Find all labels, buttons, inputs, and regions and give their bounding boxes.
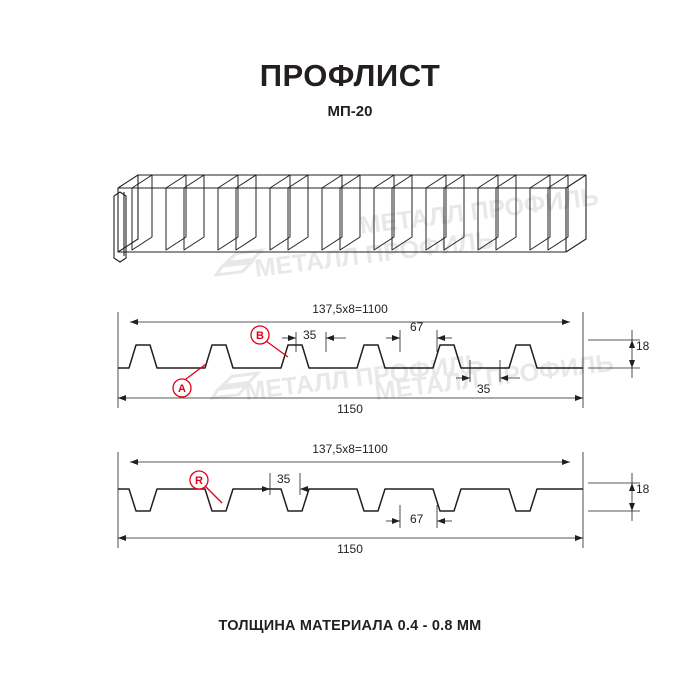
section-a-rib-right-label: 35: [477, 382, 491, 396]
section-a-top-dim-label: 137,5х8=1100: [312, 302, 388, 316]
marker-b-leader: [250, 325, 289, 358]
isometric-sheet: [113, 174, 587, 263]
section-a-dimensions: [117, 312, 640, 408]
section-r-flat-label: 67: [410, 512, 424, 526]
marker-b-label: B: [256, 330, 264, 342]
marker-r-leader: [189, 470, 223, 504]
section-r-bottom-dim-label: 1150: [337, 542, 363, 556]
material-thickness-note: ТОЛЩИНА МАТЕРИАЛА 0.4 - 0.8 ММ: [218, 618, 482, 634]
marker-a-label: A: [178, 383, 186, 395]
section-a-rib-left-label: 35: [303, 328, 317, 342]
section-a-profile: [118, 344, 583, 369]
section-r-dimensions: [117, 452, 640, 548]
page-title: ПРОФЛИСТ: [259, 58, 441, 93]
section-r-rib-label: 35: [277, 472, 291, 486]
section-a-height-label: 18: [636, 339, 650, 353]
profile-model-label: МП-20: [327, 103, 373, 120]
section-a-bottom-dim-label: 1150: [337, 402, 363, 416]
section-r-top-dim-label: 137,5х8=1100: [312, 442, 388, 456]
marker-a-leader: [172, 363, 207, 398]
section-a-flat-label: 67: [410, 320, 424, 334]
section-r-profile: [118, 488, 583, 512]
marker-r-label: R: [195, 475, 203, 487]
section-r-height-label: 18: [636, 482, 650, 496]
